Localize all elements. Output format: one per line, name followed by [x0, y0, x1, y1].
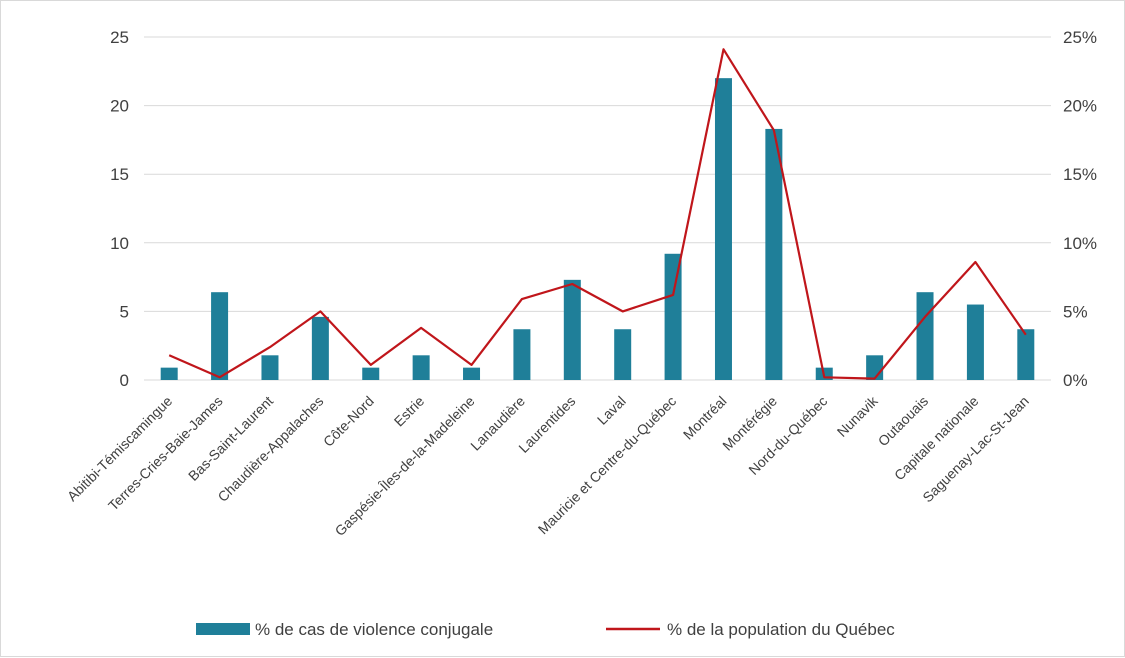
category-label: Nunavik	[834, 392, 882, 440]
bar	[765, 129, 782, 380]
left-tick-label: 10	[110, 234, 129, 253]
bar	[413, 355, 430, 380]
bar	[665, 254, 682, 380]
bar	[967, 305, 984, 380]
bar	[614, 329, 631, 380]
category-label: Capitale nationale	[891, 393, 982, 484]
population-line	[169, 49, 1026, 378]
category-label: Bas-Saint-Laurent	[185, 393, 276, 484]
left-tick-label: 15	[110, 165, 129, 184]
bar	[917, 292, 934, 380]
line-series	[169, 49, 1026, 378]
legend-bar-swatch	[196, 623, 250, 635]
category-label: Côte-Nord	[320, 393, 377, 450]
right-tick-label: 20%	[1063, 97, 1097, 116]
legend-line-label: % de la population du Québec	[667, 620, 895, 639]
bar	[1017, 329, 1034, 380]
left-tick-label: 25	[110, 28, 129, 47]
left-tick-label: 0	[120, 371, 129, 390]
bar	[161, 368, 178, 380]
legend-bar-label: % de cas de violence conjugale	[255, 620, 493, 639]
right-tick-label: 25%	[1063, 28, 1097, 47]
left-tick-label: 20	[110, 97, 129, 116]
right-tick-label: 15%	[1063, 165, 1097, 184]
bar	[362, 368, 379, 380]
category-label: Montréal	[680, 393, 730, 443]
right-tick-label: 5%	[1063, 302, 1088, 321]
bar	[715, 78, 732, 380]
right-y-axis: 0% 5% 10% 15% 20% 25%	[1063, 28, 1097, 390]
bar-series	[161, 78, 1035, 380]
x-axis: Abitibi-TémiscamingueTerres-Cries-Baie-J…	[64, 392, 1032, 539]
bar	[866, 355, 883, 380]
category-label: Laval	[594, 393, 629, 428]
left-tick-label: 5	[120, 302, 129, 321]
left-y-axis: 0 5 10 15 20 25	[110, 28, 129, 390]
category-label: Estrie	[391, 393, 428, 430]
right-tick-label: 10%	[1063, 234, 1097, 253]
bar	[463, 368, 480, 380]
legend: % de cas de violence conjugale % de la p…	[196, 620, 895, 639]
bar	[564, 280, 581, 380]
right-tick-label: 0%	[1063, 371, 1088, 390]
bar	[261, 355, 278, 380]
bar	[312, 317, 329, 380]
bar	[211, 292, 228, 380]
bar	[513, 329, 530, 380]
